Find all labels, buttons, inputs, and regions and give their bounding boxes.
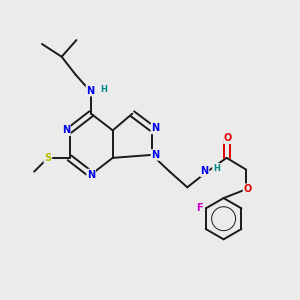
Text: N: N <box>152 150 160 160</box>
Text: N: N <box>87 169 95 179</box>
Text: S: S <box>44 153 52 163</box>
Text: N: N <box>152 123 160 134</box>
Text: F: F <box>196 203 202 213</box>
Text: H: H <box>100 85 107 94</box>
Text: O: O <box>224 133 232 143</box>
Text: H: H <box>213 164 220 173</box>
Text: N: N <box>86 85 94 96</box>
Text: N: N <box>200 166 208 176</box>
Text: N: N <box>62 125 70 135</box>
Text: O: O <box>244 184 252 194</box>
